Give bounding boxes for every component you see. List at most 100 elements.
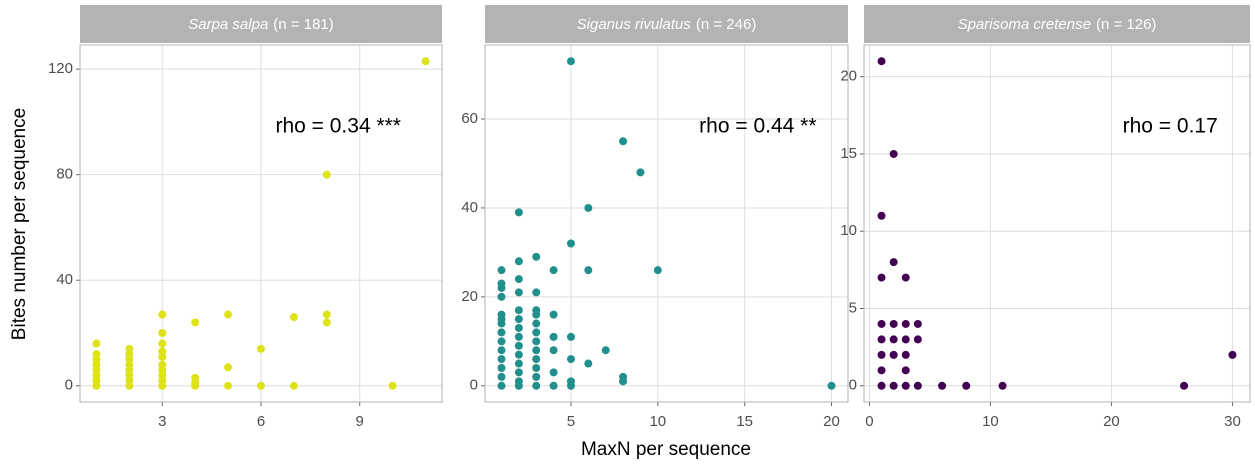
y-tick-label: 20: [461, 288, 478, 305]
point: [549, 332, 558, 341]
y-tick-label: 10: [840, 222, 857, 239]
y-tick-label: 0: [849, 377, 857, 394]
panel: [864, 45, 1250, 402]
point: [913, 381, 922, 390]
point: [497, 337, 506, 346]
point: [584, 359, 593, 368]
point: [497, 266, 506, 275]
point: [889, 319, 898, 328]
point: [566, 57, 575, 66]
point: [388, 381, 397, 390]
x-tick-label: 3: [158, 413, 166, 430]
point: [514, 341, 523, 350]
n-label: (n = 246): [696, 16, 756, 33]
y-tick-label: 5: [849, 299, 857, 316]
point: [877, 211, 886, 220]
strip: [80, 5, 442, 43]
point: [584, 203, 593, 212]
y-tick-label: 80: [56, 166, 73, 183]
point: [514, 208, 523, 217]
point: [514, 306, 523, 315]
n-label: (n = 126): [1096, 16, 1156, 33]
x-tick-label: 20: [823, 413, 840, 430]
x-tick-label: 5: [567, 413, 575, 430]
point: [191, 318, 200, 327]
annotation: rho = 0.17: [1123, 115, 1218, 138]
points: rho = 0.34 ***: [92, 57, 430, 390]
point: [224, 381, 233, 390]
panel-border: [484, 44, 849, 403]
point: [92, 339, 101, 348]
point: [877, 273, 886, 282]
annotation: rho = 0.34 ***: [275, 115, 401, 138]
point: [962, 381, 971, 390]
point: [322, 170, 331, 179]
point: [901, 319, 910, 328]
point: [191, 373, 200, 382]
point: [532, 337, 541, 346]
y-tick-label: 0: [470, 377, 478, 394]
point: [998, 381, 1007, 390]
panel: [485, 45, 848, 402]
y-tick-label: 120: [48, 60, 73, 77]
point: [224, 310, 233, 319]
annotation: rho = 0.44 **: [699, 115, 816, 138]
strip-title: Sparisoma cretense (n = 126): [958, 16, 1157, 33]
point: [532, 372, 541, 381]
point: [514, 332, 523, 341]
point: [532, 252, 541, 261]
point: [497, 363, 506, 372]
point: [532, 306, 541, 315]
point: [514, 359, 523, 368]
x-axis-label: MaxN per sequence: [581, 439, 751, 460]
point: [549, 266, 558, 275]
point: [913, 335, 922, 344]
point: [1180, 381, 1189, 390]
point: [514, 288, 523, 297]
point: [889, 149, 898, 158]
point: [901, 350, 910, 359]
point: [322, 310, 331, 319]
point: [636, 168, 645, 177]
point: [889, 350, 898, 359]
point: [257, 381, 265, 390]
point: [901, 335, 910, 344]
point: [257, 344, 265, 353]
point: [158, 329, 167, 338]
point: [158, 310, 167, 319]
point: [322, 318, 331, 327]
point: [497, 372, 506, 381]
point: [566, 355, 575, 364]
point: [497, 279, 506, 288]
point: [877, 319, 886, 328]
point: [877, 335, 886, 344]
point: [827, 381, 836, 390]
point: [514, 323, 523, 332]
points: rho = 0.17: [877, 57, 1237, 390]
points: rho = 0.44 **: [497, 57, 836, 390]
point: [619, 372, 628, 381]
point: [549, 368, 558, 377]
y-tick-label: 60: [461, 110, 478, 127]
point: [125, 344, 134, 353]
point: [514, 368, 523, 377]
species: Siganus rivulatus: [577, 16, 692, 33]
species: Sarpa salpa: [188, 16, 268, 33]
point: [619, 137, 628, 146]
point: [938, 381, 947, 390]
point: [877, 57, 886, 66]
point: [566, 239, 575, 248]
y-tick-label: 15: [840, 145, 857, 162]
point: [877, 366, 886, 375]
point: [1228, 350, 1237, 359]
point: [532, 355, 541, 364]
point: [584, 266, 593, 275]
point: [549, 310, 558, 319]
point: [532, 381, 541, 390]
point: [514, 377, 523, 386]
point: [889, 381, 898, 390]
point: [601, 346, 610, 355]
x-tick-label: 0: [865, 413, 873, 430]
strip-title: Siganus rivulatus (n = 246): [577, 16, 757, 33]
